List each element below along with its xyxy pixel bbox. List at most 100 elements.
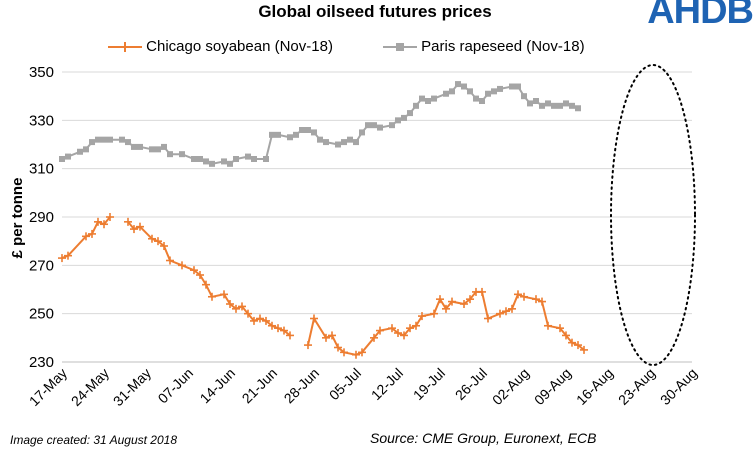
- y-tick-label: 270: [29, 257, 54, 274]
- ahdb-logo: AHDB: [647, 0, 753, 32]
- data-point: [533, 98, 539, 104]
- data-point: [311, 129, 317, 136]
- data-point: [539, 102, 545, 109]
- legend-soy-swatch: [108, 42, 142, 53]
- data-point: [322, 333, 330, 342]
- data-point: [377, 124, 383, 131]
- y-tick-label: 310: [29, 161, 54, 178]
- data-point: [166, 256, 174, 265]
- data-point: [502, 307, 510, 316]
- data-point: [448, 297, 456, 306]
- data-point: [544, 321, 552, 330]
- data-point: [436, 295, 444, 304]
- data-point: [449, 88, 455, 95]
- data-point: [119, 136, 125, 143]
- legend-item-rapeseed: Paris rapeseed (Nov-18): [383, 38, 585, 55]
- y-tick-label: 250: [29, 306, 54, 323]
- data-point: [263, 156, 269, 162]
- data-point: [532, 295, 540, 304]
- data-point: [509, 83, 515, 90]
- data-point: [179, 151, 185, 158]
- data-point: [262, 316, 270, 325]
- series-paris-rapeseed: [59, 81, 581, 167]
- data-point: [136, 222, 144, 231]
- data-point: [473, 95, 479, 102]
- data-point: [77, 148, 83, 155]
- data-point: [406, 324, 414, 333]
- y-tick-label: 330: [29, 112, 54, 129]
- data-point: [286, 331, 294, 340]
- x-tick-label: 30-Aug: [657, 365, 700, 408]
- data-point: [370, 333, 378, 342]
- data-point: [305, 127, 311, 133]
- data-point: [58, 254, 66, 263]
- x-tick-label: 17-May: [26, 365, 70, 409]
- data-point: [244, 309, 252, 318]
- data-point: [335, 141, 341, 148]
- x-tick-label: 07-Jun: [155, 365, 197, 407]
- data-point: [238, 302, 246, 311]
- y-axis: 230 250 270 290 310 330 350: [29, 64, 54, 371]
- data-point: [425, 98, 431, 104]
- data-point: [155, 146, 161, 153]
- data-point: [178, 261, 186, 270]
- x-tick-label: 28-Jun: [281, 365, 323, 407]
- data-point: [443, 90, 449, 97]
- data-point: [202, 280, 210, 289]
- data-point: [497, 85, 503, 92]
- data-point: [400, 331, 408, 340]
- data-point: [556, 324, 564, 333]
- data-point: [208, 292, 216, 301]
- data-point: [365, 122, 371, 129]
- data-point: [310, 314, 318, 323]
- data-point: [137, 143, 143, 150]
- data-point: [341, 139, 347, 146]
- data-point: [508, 304, 516, 313]
- data-point: [467, 88, 473, 95]
- y-tick-label: 350: [29, 64, 54, 81]
- source-note: Source: CME Group, Euronext, ECB: [370, 430, 597, 446]
- data-point: [95, 136, 101, 143]
- legend-rapeseed-label: Paris rapeseed (Nov-18): [421, 38, 585, 55]
- x-tick-label: 02-Aug: [489, 365, 532, 408]
- data-point: [107, 136, 113, 143]
- data-point: [274, 324, 282, 333]
- data-point: [352, 350, 360, 359]
- data-point: [256, 314, 264, 323]
- data-point: [557, 102, 563, 109]
- data-point: [521, 93, 527, 100]
- data-point: [340, 348, 348, 357]
- data-point: [527, 100, 533, 107]
- series-layer: [58, 81, 588, 359]
- data-point: [197, 156, 203, 162]
- data-point: [64, 251, 72, 260]
- data-point: [412, 321, 420, 330]
- data-point: [149, 146, 155, 153]
- data-point: [220, 290, 228, 299]
- data-point: [287, 134, 293, 141]
- data-point: [250, 316, 258, 325]
- data-point: [154, 237, 162, 246]
- data-point: [191, 156, 197, 162]
- data-point: [347, 136, 353, 143]
- data-point: [568, 338, 576, 347]
- data-point: [251, 156, 257, 162]
- data-point: [275, 131, 281, 138]
- data-point: [401, 114, 407, 121]
- data-point: [563, 100, 569, 107]
- series-chicago-soyabean: [58, 213, 588, 359]
- data-point: [484, 314, 492, 323]
- y-axis-label: £ per tonne: [9, 178, 26, 259]
- data-point: [460, 300, 468, 308]
- legend-item-soy: Chicago soyabean (Nov-18): [108, 38, 333, 55]
- x-tick-label: 26-Jul: [452, 365, 490, 403]
- data-point: [574, 341, 582, 350]
- data-point: [407, 110, 413, 117]
- data-point: [569, 102, 575, 109]
- data-point: [161, 143, 167, 150]
- data-point: [304, 341, 312, 350]
- gridlines: [62, 71, 692, 363]
- data-point: [575, 105, 581, 112]
- data-point: [323, 139, 329, 146]
